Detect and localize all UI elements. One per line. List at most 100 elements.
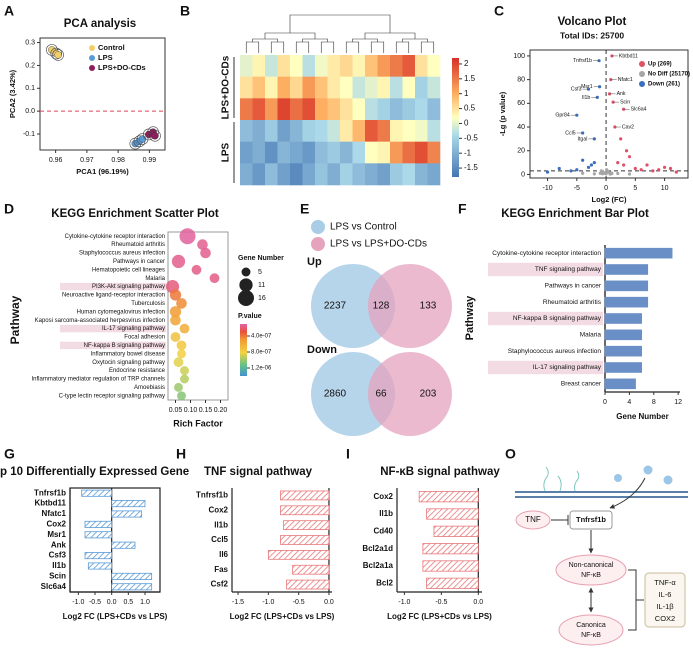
bubble: [200, 247, 211, 259]
node: [555, 554, 627, 586]
legend-swatch: [311, 220, 325, 234]
heat-cell: [340, 76, 353, 99]
heat-cell: [252, 120, 266, 142]
category-label: TNF signaling pathway: [535, 266, 602, 273]
x-tick-label: -1.0: [72, 599, 84, 606]
bubble: [177, 391, 186, 401]
venn-count: 203: [420, 389, 437, 400]
annotation: Itgal: [578, 136, 588, 142]
point-ring: [50, 47, 63, 60]
heat-cell: [415, 55, 428, 77]
heat-cell: [415, 98, 428, 121]
heat-cell: [240, 55, 253, 77]
bar: [604, 362, 642, 373]
row-group-label: LPS: [221, 142, 232, 162]
annotation: Msr1: [581, 84, 593, 90]
category-label: Bcl2: [376, 578, 393, 587]
heat-cell: [327, 141, 341, 164]
heat-cell: [277, 98, 291, 121]
bar: [604, 280, 649, 292]
category-label: Csf2: [211, 580, 229, 589]
bar: [111, 510, 143, 518]
category-label: Cox2: [208, 505, 228, 514]
heat-cell: [290, 120, 303, 142]
point: [622, 163, 626, 167]
bubble: [170, 332, 181, 342]
category-label: Focal adhesion: [124, 335, 165, 341]
heat-cell: [315, 163, 328, 186]
heat-cell: [365, 120, 378, 142]
category-label: IL-17 signaling pathway: [102, 326, 165, 332]
x-axis-label: Gene Number: [616, 412, 668, 421]
dendrogram: [352, 38, 378, 42]
legend-label: Down (261): [648, 82, 680, 88]
y-tick-label: 100: [513, 53, 525, 60]
heat-cell: [265, 76, 278, 99]
category-label: Kaposi sarcoma-associated herpesvirus in…: [35, 318, 165, 324]
x-tick-label: 4: [627, 399, 631, 406]
heat-cell: [340, 55, 353, 77]
node-label: Non-canonical: [569, 562, 614, 569]
legend-label: 11: [258, 282, 265, 289]
heat-cell: [265, 120, 278, 142]
dendrogram: [345, 41, 360, 53]
bar: [280, 505, 330, 516]
heat-cell: [415, 163, 428, 186]
point: [599, 169, 603, 173]
venn-count: 128: [373, 301, 390, 312]
x-axis-label: Log2 FC (LPS+CDs vs LPS): [230, 612, 335, 621]
x-tick-label: 0.20: [214, 407, 228, 414]
point: [645, 163, 649, 167]
node: [515, 510, 551, 530]
panel-label: I: [346, 446, 350, 462]
category-label: Oxytocin signaling pathway: [92, 360, 165, 366]
y-tick-label: 0: [521, 171, 525, 178]
bar: [604, 296, 649, 308]
heat-cell: [340, 98, 353, 121]
heat-cell: [277, 120, 291, 142]
highlight: [60, 341, 166, 350]
heat-cell: [240, 141, 253, 164]
annotation: Ank: [617, 91, 626, 97]
dendrogram: [295, 41, 310, 53]
x-tick-label: -1.0: [262, 599, 274, 606]
x-tick-label: 0.99: [143, 157, 157, 164]
category-label: IL-17 signaling pathway: [533, 364, 602, 371]
heat-cell: [327, 120, 341, 142]
chart-subtitle: Total IDs: 25700: [560, 30, 624, 40]
heat-cell: [315, 120, 328, 142]
heat-cell: [427, 120, 441, 142]
y-axis-label: Pathway: [464, 295, 476, 341]
point: [586, 87, 591, 91]
point: [151, 132, 159, 140]
chart-title: Volcano Plot: [558, 16, 627, 28]
category-label: Il1b: [214, 520, 228, 529]
point: [545, 170, 550, 174]
legend-title: P.value: [238, 313, 262, 320]
category-label: Ccl5: [211, 535, 228, 544]
x-tick-label: 12: [674, 399, 682, 406]
heat-cell: [340, 163, 353, 186]
point: [589, 163, 594, 167]
node-label: NF-κB: [581, 632, 601, 639]
panel-label: C: [494, 3, 504, 19]
heat-cell: [402, 55, 416, 77]
heat-cell: [315, 98, 328, 121]
category-label: Neuroactive ligand-receptor interaction: [62, 293, 165, 299]
heat-cell: [240, 76, 253, 99]
bar: [111, 583, 153, 591]
legend-label: 16: [258, 295, 266, 302]
heat-cell: [427, 141, 441, 164]
bar: [111, 572, 153, 580]
heat-cell: [427, 98, 441, 121]
category-label: Cox2: [46, 520, 66, 529]
pathway-diagram: TNF Tnfrsf1b Non-canonical NF-κB Canonic…: [515, 465, 688, 646]
heat-cell: [302, 163, 316, 186]
node-label: COX2: [655, 614, 675, 623]
x-axis-label: PCA1 (96.19%): [76, 167, 129, 176]
heat-cell: [315, 141, 328, 164]
heat-cell: [377, 141, 391, 164]
point: [557, 166, 561, 171]
bar: [81, 489, 113, 497]
dendrogram: [370, 41, 385, 53]
